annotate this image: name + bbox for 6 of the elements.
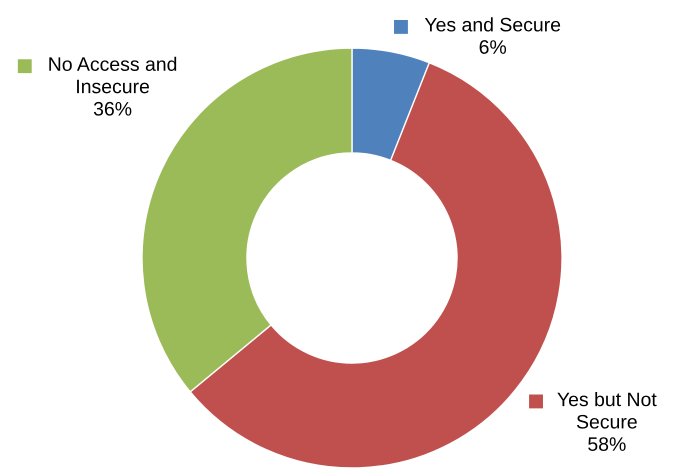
legend-label: Yes and Secure: [424, 17, 560, 32]
data-label: 6%: [480, 40, 506, 54]
data-label: 36%: [94, 102, 132, 116]
legend-label: No Access and Insecure: [49, 56, 176, 94]
legend-label: Yes but Not Secure: [557, 392, 657, 429]
data-label: 58%: [588, 437, 626, 451]
